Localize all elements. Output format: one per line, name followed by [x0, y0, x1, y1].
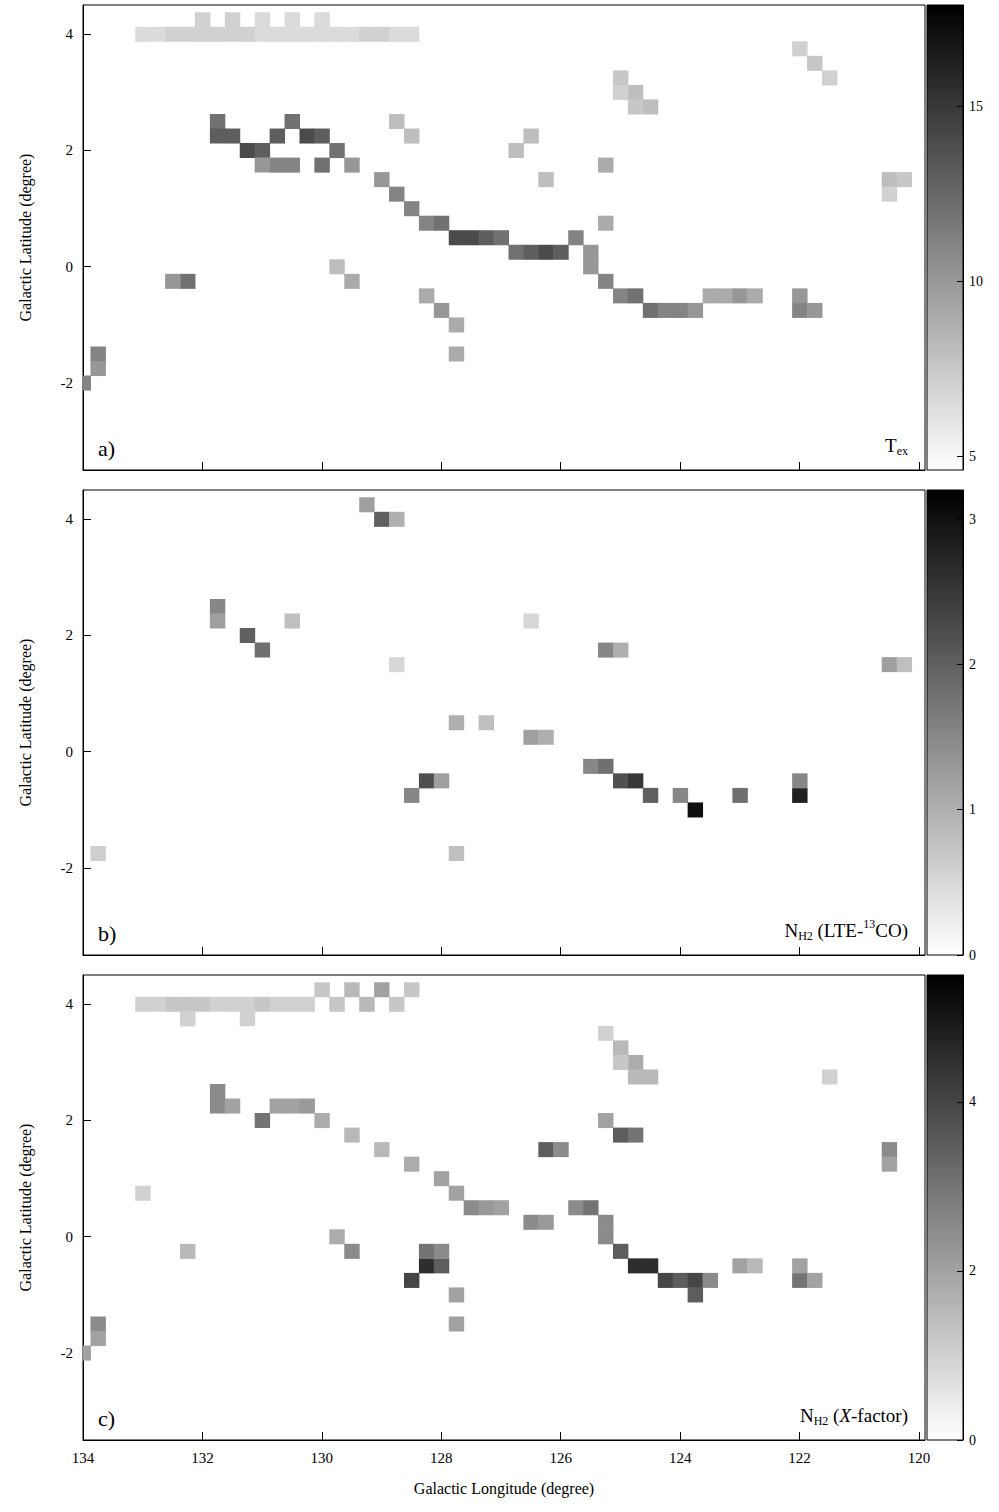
svg-text:a): a) — [98, 436, 115, 461]
svg-text:-factor): -factor) — [851, 1405, 908, 1427]
svg-text:130: 130 — [311, 1450, 334, 1466]
svg-text:(: ( — [828, 1405, 839, 1427]
svg-text:CO): CO) — [875, 920, 908, 942]
svg-text:(LTE-: (LTE- — [813, 920, 863, 942]
svg-text:Galactic Latitude (degree): Galactic Latitude (degree) — [17, 154, 35, 322]
svg-text:5: 5 — [969, 449, 976, 464]
svg-text:N: N — [800, 1405, 814, 1426]
svg-text:2: 2 — [66, 1112, 74, 1128]
svg-text:b): b) — [98, 921, 116, 946]
svg-text:2: 2 — [969, 657, 976, 672]
svg-text:4: 4 — [66, 511, 74, 527]
svg-text:0: 0 — [66, 259, 74, 275]
svg-text:3: 3 — [969, 512, 976, 527]
svg-text:0: 0 — [66, 744, 74, 760]
svg-text:0: 0 — [969, 1433, 976, 1448]
svg-text:10: 10 — [969, 274, 983, 289]
svg-text:-2: -2 — [61, 375, 74, 391]
svg-text:2: 2 — [66, 627, 74, 643]
svg-text:120: 120 — [908, 1450, 931, 1466]
svg-text:H2: H2 — [814, 1414, 829, 1428]
svg-text:4: 4 — [66, 26, 74, 42]
svg-text:15: 15 — [969, 99, 983, 114]
svg-text:X: X — [839, 1404, 851, 1426]
svg-text:122: 122 — [788, 1450, 811, 1466]
svg-text:4: 4 — [66, 996, 74, 1012]
svg-text:Galactic Latitude (degree): Galactic Latitude (degree) — [17, 639, 35, 807]
svg-text:0: 0 — [969, 948, 976, 963]
svg-text:1: 1 — [969, 802, 976, 817]
svg-text:-2: -2 — [61, 1345, 74, 1361]
svg-text:ex: ex — [897, 444, 908, 458]
svg-text:128: 128 — [430, 1450, 453, 1466]
svg-text:134: 134 — [72, 1450, 95, 1466]
svg-text:0: 0 — [66, 1229, 74, 1245]
svg-text:Galactic Longitude (degree): Galactic Longitude (degree) — [414, 1480, 594, 1498]
svg-text:-2: -2 — [61, 860, 74, 876]
svg-text:132: 132 — [191, 1450, 214, 1466]
svg-text:13: 13 — [863, 917, 875, 931]
svg-text:2: 2 — [66, 142, 74, 158]
svg-text:2: 2 — [969, 1263, 976, 1278]
svg-text:4: 4 — [969, 1094, 976, 1109]
svg-text:126: 126 — [549, 1450, 572, 1466]
svg-text:124: 124 — [669, 1450, 692, 1466]
svg-text:H2: H2 — [798, 929, 813, 943]
svg-text:Galactic Latitude (degree): Galactic Latitude (degree) — [17, 1124, 35, 1292]
svg-text:c): c) — [98, 1406, 115, 1431]
svg-text:T: T — [885, 435, 897, 456]
svg-text:N: N — [784, 920, 798, 941]
